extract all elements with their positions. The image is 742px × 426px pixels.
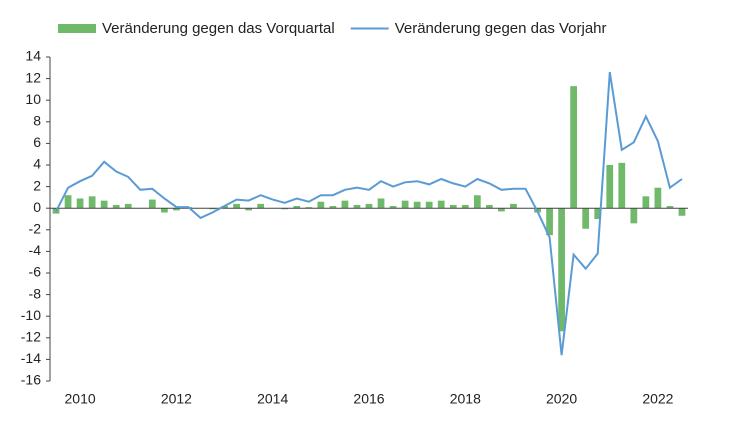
x-tick-label: 2014 xyxy=(257,391,288,407)
bar xyxy=(233,203,240,209)
bar xyxy=(425,201,433,209)
bar xyxy=(630,208,638,224)
bar xyxy=(245,208,252,211)
bar xyxy=(461,204,469,209)
bar xyxy=(329,206,337,209)
bar xyxy=(173,208,180,211)
y-tick-label: 8 xyxy=(33,113,41,129)
y-tick-label: 10 xyxy=(25,91,41,107)
bar xyxy=(317,201,325,209)
y-tick-label: 4 xyxy=(33,156,41,172)
x-tick-label: 2010 xyxy=(65,391,96,407)
bar xyxy=(160,208,168,213)
bar xyxy=(76,198,84,209)
y-tick-label: -6 xyxy=(29,264,42,280)
bar xyxy=(377,198,385,209)
y-tick-label: -16 xyxy=(21,372,41,388)
bar xyxy=(365,203,373,209)
bar xyxy=(498,208,505,212)
line xyxy=(55,71,683,356)
bar xyxy=(606,165,614,209)
bar xyxy=(401,200,409,209)
bar xyxy=(353,204,361,209)
bar xyxy=(486,204,493,209)
y-tick-label: 6 xyxy=(33,134,41,150)
bar xyxy=(473,195,481,209)
legend-label: Veränderung gegen das Vorquartal xyxy=(102,20,335,37)
bar xyxy=(124,203,132,209)
y-tick-label: -8 xyxy=(29,285,42,301)
bar xyxy=(112,204,120,209)
bar xyxy=(666,206,674,209)
bar xyxy=(88,196,96,209)
y-tick-label: 0 xyxy=(33,199,41,215)
legend-label: Veränderung gegen das Vorjahr xyxy=(395,20,607,37)
y-tick-label: 12 xyxy=(25,69,41,85)
y-tick-label: -12 xyxy=(21,329,41,345)
bar xyxy=(64,195,72,209)
y-tick-label: -2 xyxy=(29,221,42,237)
bar xyxy=(654,187,662,209)
y-tick-label: 2 xyxy=(33,177,41,193)
bar xyxy=(100,200,108,209)
bar xyxy=(389,206,397,209)
bar xyxy=(449,204,457,209)
bar xyxy=(305,207,313,209)
bar xyxy=(257,203,265,209)
bar xyxy=(510,203,517,209)
bar xyxy=(413,201,421,209)
bar xyxy=(148,199,156,209)
y-tick-label: -14 xyxy=(21,350,41,366)
bar xyxy=(209,208,216,210)
x-tick-label: 2020 xyxy=(546,391,577,407)
y-tick-label: -4 xyxy=(29,242,42,258)
bar xyxy=(570,86,578,209)
x-tick-label: 2016 xyxy=(353,391,384,407)
bar xyxy=(582,208,590,229)
x-tick-label: 2022 xyxy=(642,391,673,407)
bar xyxy=(221,206,228,209)
bar xyxy=(618,162,626,209)
x-tick-label: 2018 xyxy=(450,391,481,407)
bar xyxy=(558,208,565,332)
legend-swatch xyxy=(58,24,96,33)
bar xyxy=(678,208,686,216)
bar xyxy=(293,206,301,209)
bar xyxy=(642,196,650,209)
y-tick-label: 14 xyxy=(25,48,41,64)
bar xyxy=(594,208,602,219)
x-tick-label: 2012 xyxy=(161,391,192,407)
bar xyxy=(341,200,349,209)
bar xyxy=(281,208,289,210)
bar xyxy=(546,208,553,236)
y-tick-label: -10 xyxy=(21,307,41,323)
bar xyxy=(437,200,445,209)
